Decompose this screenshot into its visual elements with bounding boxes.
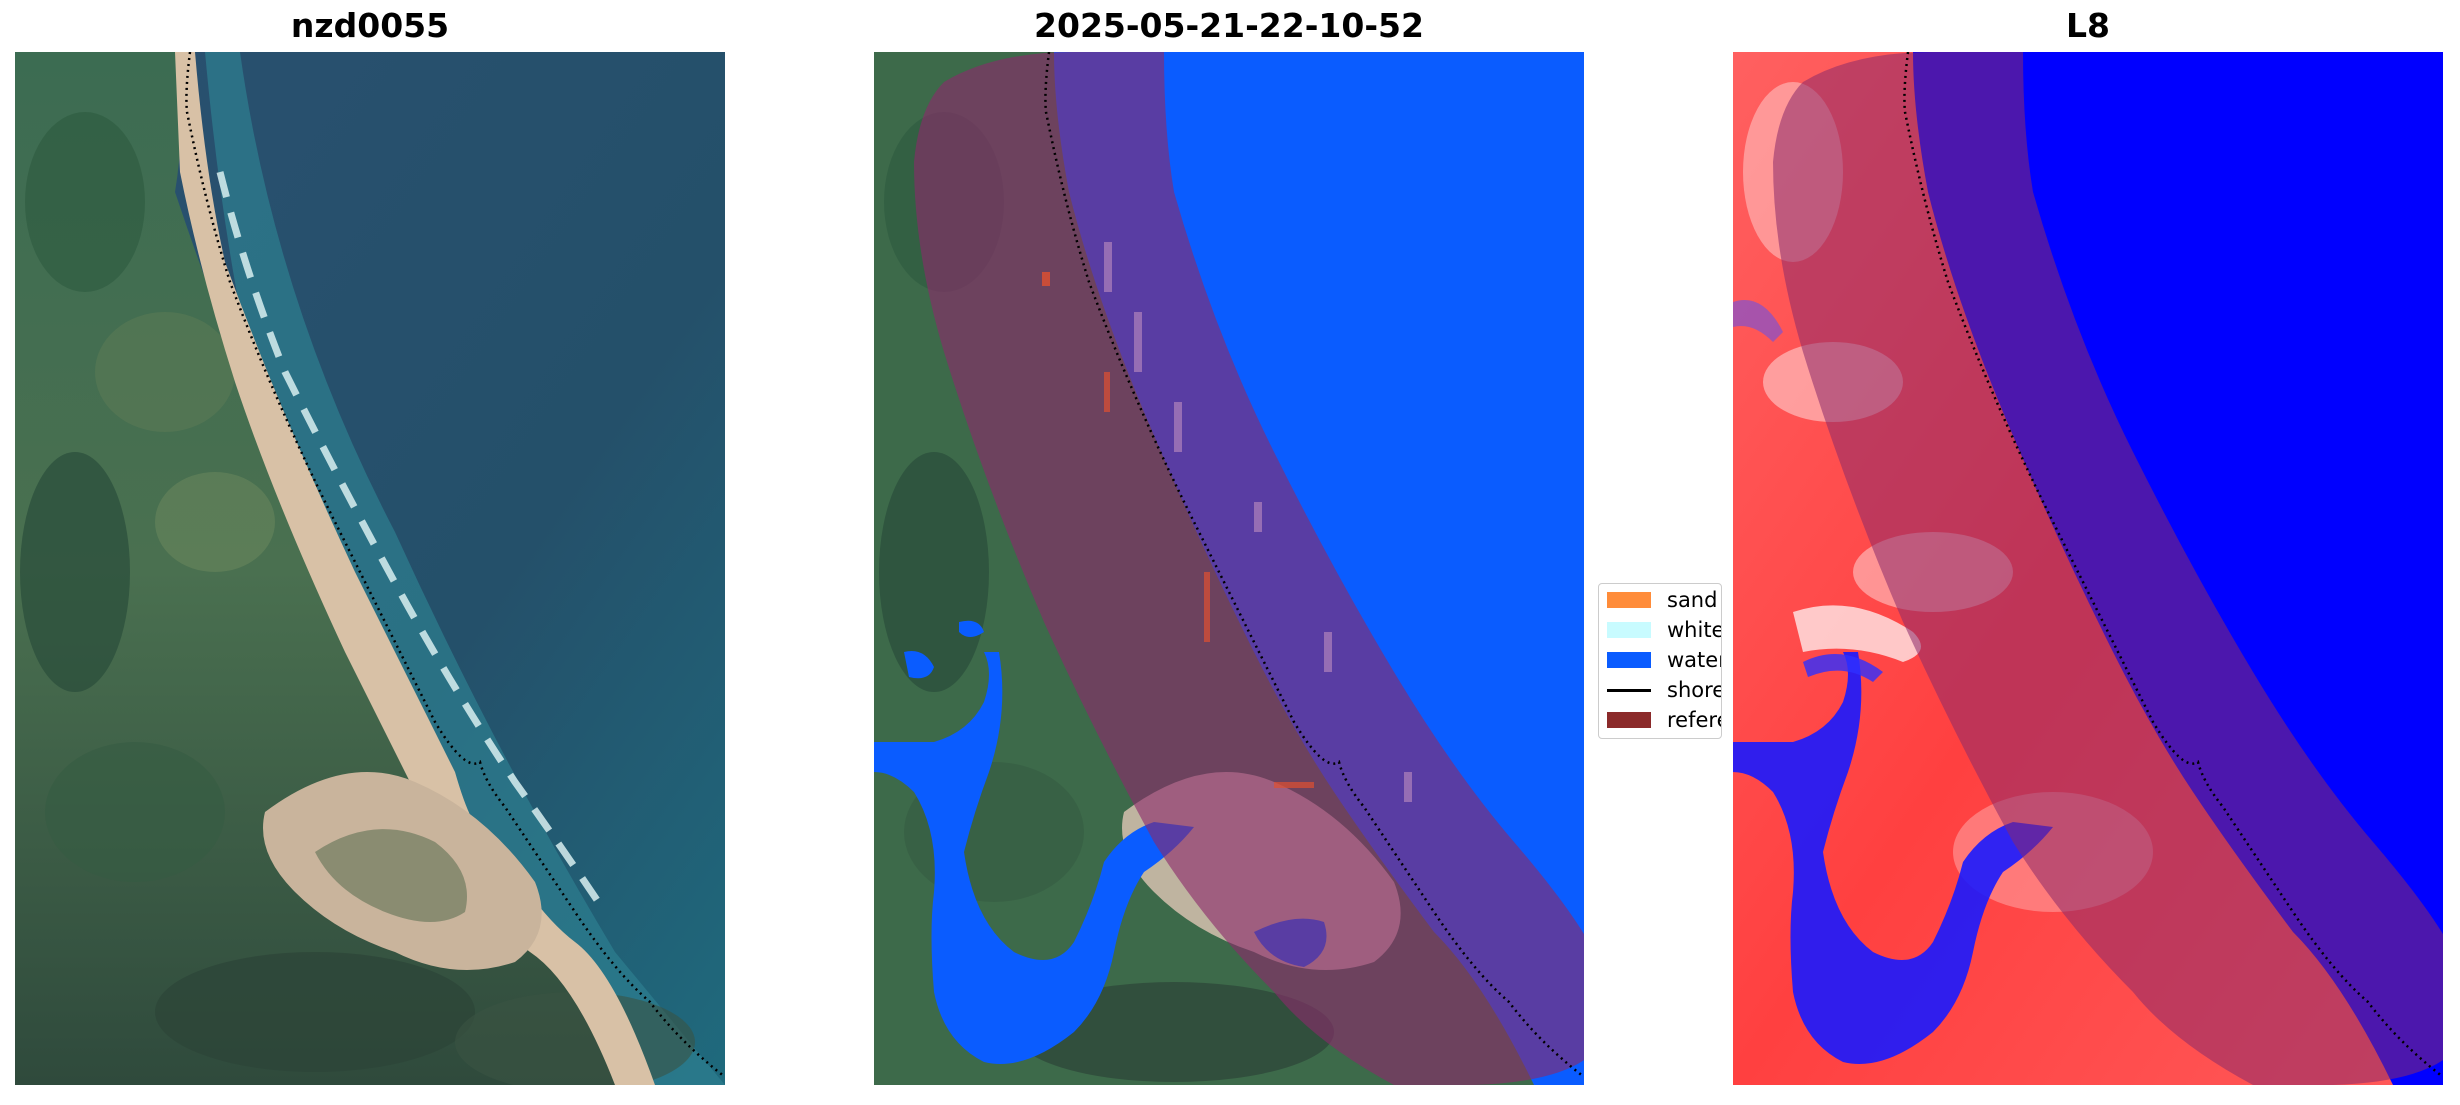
classification-panel	[874, 52, 1584, 1085]
satellite-image-panel	[15, 52, 725, 1085]
shoreline-left	[185, 52, 725, 1078]
legend-label-sand: sand	[1667, 588, 1718, 612]
legend-item-whitewater: whitew	[1607, 618, 1721, 642]
panel-title-left: nzd0055	[290, 6, 450, 45]
legend-label-shoreline: shorel	[1667, 678, 1721, 702]
legend-label-whitewater: whitew	[1667, 618, 1721, 642]
shoreline-middle	[1044, 52, 1584, 1078]
legend-swatch-sand	[1607, 592, 1651, 608]
legend-swatch-whitewater	[1607, 622, 1651, 638]
panel-title-middle: 2025-05-21-22-10-52	[1034, 6, 1424, 45]
legend-item-reference: referen	[1607, 708, 1721, 732]
classification-image	[874, 52, 1584, 1085]
legend-item-water: water	[1607, 648, 1722, 672]
satellite-image	[15, 52, 725, 1085]
legend-swatch-reference	[1607, 712, 1651, 728]
water-class-estuary	[874, 652, 1194, 1064]
shoreline-right	[1903, 52, 2443, 1078]
legend-swatch-water	[1607, 652, 1651, 668]
index-map-panel	[1733, 52, 2443, 1085]
legend-item-sand: sand	[1607, 588, 1717, 612]
legend-item-shoreline: shorel	[1607, 678, 1721, 702]
legend-label-reference: referen	[1667, 708, 1721, 732]
reference-buffer-right	[1773, 52, 2443, 1085]
panel-title-right: L8	[2066, 6, 2110, 45]
legend: sand whitew water shorel referen	[1598, 583, 1722, 739]
reference-buffer-middle	[914, 52, 1584, 1085]
legend-label-water: water	[1667, 648, 1722, 672]
index-map	[1733, 52, 2443, 1085]
legend-swatch-shoreline	[1607, 688, 1651, 692]
